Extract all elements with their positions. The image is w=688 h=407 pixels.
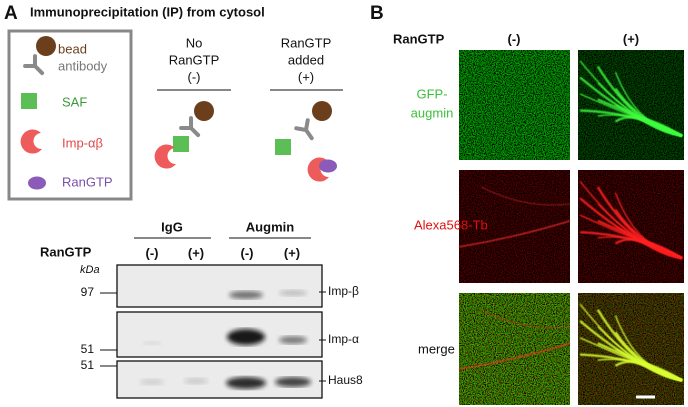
noise-green (578, 50, 684, 160)
blot-band (184, 378, 208, 384)
unit-label: kDa (80, 264, 100, 276)
imp-icon (307, 157, 329, 182)
imp-icon (20, 129, 42, 154)
row-label: augmin (411, 105, 454, 120)
row-header: RanGTP (40, 244, 92, 259)
antibody-icon (179, 116, 201, 138)
filament (480, 309, 571, 329)
legend-text: RanGTP (62, 174, 113, 189)
antibody-shape (23, 54, 45, 76)
lane-label: (-) (146, 245, 159, 260)
ran-icon (319, 159, 337, 173)
antibody-shape (179, 116, 201, 138)
blot-band (227, 329, 265, 345)
row-label: GFP- (416, 86, 447, 101)
legend-text: antibody (58, 58, 108, 73)
condition-text: (-) (188, 69, 201, 84)
filament (614, 360, 683, 382)
filament (614, 238, 683, 260)
blot-band (229, 291, 263, 299)
antibody-icon (23, 54, 45, 76)
bead-icon (194, 101, 214, 121)
bead-icon (312, 101, 332, 121)
noise-red (578, 293, 684, 405)
lane-label: (-) (241, 245, 254, 260)
group-label: Augmin (246, 219, 294, 234)
blot-band (226, 377, 266, 389)
legend-text: Imp-αβ (62, 135, 103, 150)
blot-band (275, 377, 311, 387)
lane-label: (+) (188, 245, 204, 260)
legend-text: bead (58, 41, 87, 56)
blot-band (279, 336, 307, 344)
filament (458, 342, 571, 370)
condition-text: No (186, 35, 203, 50)
marker-label: 51 (81, 358, 95, 372)
group-label: IgG (161, 219, 183, 234)
saf-icon (173, 136, 189, 152)
panel-title: Immunoprecipitation (IP) from cytosol (30, 4, 265, 19)
protein-label: Imp-β (328, 284, 359, 298)
filament (480, 186, 571, 206)
column-label: (-) (508, 31, 521, 46)
filament (614, 116, 683, 137)
panel-label: B (370, 3, 384, 24)
noise-green (459, 50, 570, 160)
column-header: RanGTP (393, 31, 445, 46)
column-label: (+) (623, 31, 639, 46)
protein-label: Haus8 (328, 373, 363, 387)
condition-text: RanGTP (169, 52, 220, 67)
panel-label: A (4, 3, 18, 24)
bead-icon (36, 36, 56, 56)
antibody-icon (294, 118, 314, 141)
legend-box (7, 29, 133, 201)
saf-icon (21, 93, 37, 109)
blot-panel (116, 264, 323, 308)
imp-icon (154, 144, 176, 169)
marker-label: 51 (81, 342, 95, 356)
blot-band (279, 290, 307, 296)
blot-band (140, 379, 164, 385)
ran-icon (28, 176, 46, 190)
marker-label: 97 (81, 285, 95, 299)
filament (458, 220, 571, 248)
condition-text: RanGTP (281, 35, 332, 50)
protein-label: Imp-α (328, 332, 359, 346)
antibody-shape (294, 118, 314, 141)
condition-text: (+) (298, 69, 314, 84)
noise-red (578, 170, 684, 283)
row-label: merge (418, 341, 455, 356)
blot-band (142, 341, 162, 345)
condition-text: added (288, 52, 324, 67)
saf-icon (275, 139, 291, 155)
legend-text: SAF (62, 94, 87, 109)
row-label: Alexa568-Tb (414, 217, 488, 232)
blot-panel (116, 311, 323, 358)
lane-label: (+) (284, 245, 300, 260)
